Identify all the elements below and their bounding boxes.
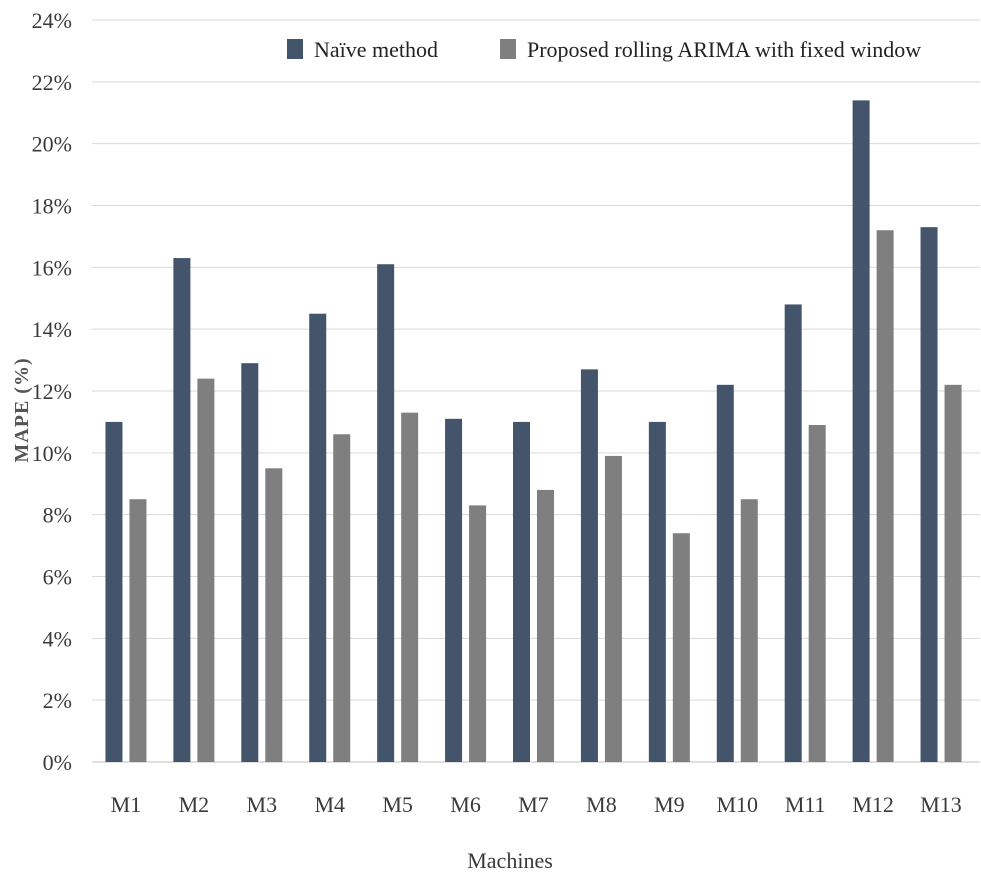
grid-lines xyxy=(92,19,980,763)
bar-arima-m3 xyxy=(265,468,283,762)
bar-naive-m9 xyxy=(648,421,666,762)
y-tick-label: 4% xyxy=(43,626,72,651)
bar-naive-m12 xyxy=(852,100,870,763)
x-axis-label: Machines xyxy=(467,848,553,873)
x-tick-label: M3 xyxy=(247,792,278,817)
bar-naive-m7 xyxy=(513,421,530,762)
x-tick-label: M11 xyxy=(785,792,826,817)
bar-arima-m5 xyxy=(401,412,419,762)
legend: Naïve method Proposed rolling ARIMA with… xyxy=(287,37,921,62)
y-axis-ticks: 0% 2% 4% 6% 8% 10% 12% 14% 16% 18% 20% 22% 24% xyxy=(32,8,72,775)
bar-arima-m2 xyxy=(197,378,215,762)
bar-arima-m4 xyxy=(333,434,351,762)
bar-arima-m12 xyxy=(876,230,894,762)
x-tick-label: M12 xyxy=(852,792,894,817)
x-tick-label: M9 xyxy=(654,792,685,817)
x-tick-label: M8 xyxy=(586,792,617,817)
y-tick-label: 20% xyxy=(32,132,72,157)
y-tick-label: 0% xyxy=(43,750,72,775)
x-tick-label: M10 xyxy=(716,792,758,817)
y-tick-label: 12% xyxy=(32,379,72,404)
bar-naive-m2 xyxy=(173,258,191,762)
bar-arima-m13 xyxy=(944,384,962,762)
bar-arima-m11 xyxy=(808,425,826,762)
x-tick-label: M2 xyxy=(179,792,210,817)
y-tick-label: 18% xyxy=(32,194,72,219)
y-axis-label: MAPE (%) xyxy=(11,357,33,462)
y-tick-label: 6% xyxy=(43,565,72,590)
bar-arima-m10 xyxy=(740,499,758,762)
bar-naive-m1 xyxy=(105,421,123,762)
legend-swatch-rolling-arima xyxy=(500,39,516,59)
bar-naive-m6 xyxy=(445,418,463,762)
x-tick-label: M5 xyxy=(382,792,413,817)
y-tick-label: 10% xyxy=(32,441,72,466)
x-tick-label: M4 xyxy=(314,792,345,817)
y-tick-label: 22% xyxy=(32,70,72,95)
legend-label-rolling-arima: Proposed rolling ARIMA with fixed window xyxy=(527,37,921,62)
bar-arima-m1 xyxy=(129,499,147,762)
y-tick-label: 8% xyxy=(43,503,72,528)
bar-naive-m3 xyxy=(241,363,259,762)
legend-swatch-naive-method xyxy=(287,39,303,59)
x-tick-label: M13 xyxy=(920,792,962,817)
bar-naive-m11 xyxy=(784,304,802,762)
y-tick-label: 14% xyxy=(32,317,72,342)
bar-naive-m10 xyxy=(716,384,734,762)
bar-naive-m5 xyxy=(377,264,395,762)
x-axis-ticks: M1 M2 M3 M4 M5 M6 M7 M8 M9 M10 M11 M12 M13 xyxy=(111,792,962,817)
bar-arima-m6 xyxy=(469,505,487,762)
y-tick-label: 24% xyxy=(32,8,72,33)
bar-naive-m13 xyxy=(920,227,938,762)
bar-arima-m7 xyxy=(537,489,554,762)
legend-label-naive-method: Naïve method xyxy=(314,37,438,62)
y-tick-label: 2% xyxy=(43,688,72,713)
x-tick-label: M7 xyxy=(518,792,549,817)
bar-arima-m8 xyxy=(604,455,622,762)
y-tick-label: 16% xyxy=(32,255,72,280)
bar-arima-m9 xyxy=(672,533,690,762)
x-tick-label: M1 xyxy=(111,792,142,817)
x-tick-label: M6 xyxy=(450,792,481,817)
bars xyxy=(105,100,962,763)
bar-naive-m4 xyxy=(309,313,327,762)
bar-naive-m8 xyxy=(580,369,598,762)
